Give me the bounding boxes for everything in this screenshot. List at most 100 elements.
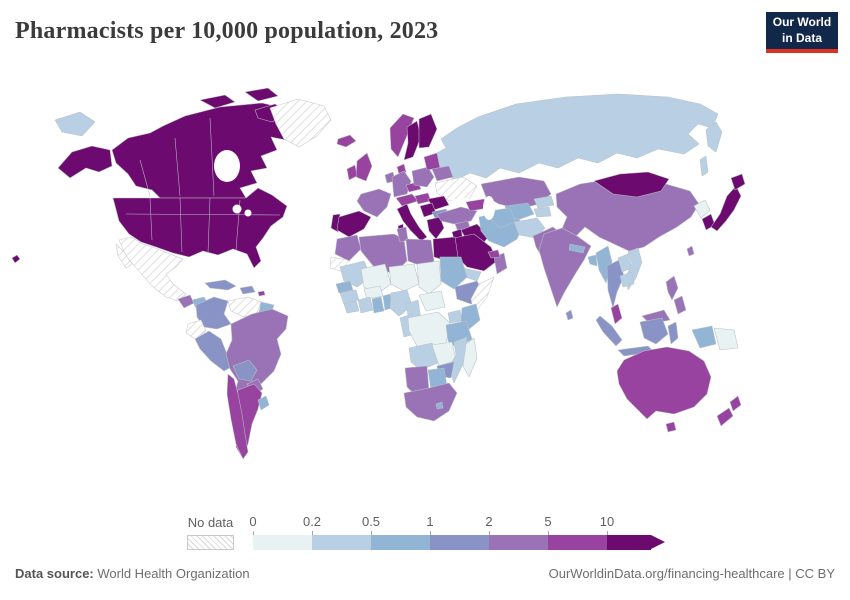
- legend-swatch-0-0.2[interactable]: [253, 535, 312, 550]
- footer: Data source: World Health Organization O…: [15, 566, 835, 586]
- country-uganda[interactable]: [447, 309, 463, 324]
- country-russia[interactable]: [427, 93, 719, 181]
- country-taiwan[interactable]: [686, 245, 695, 257]
- country-malaysia-peninsula[interactable]: [610, 303, 623, 325]
- country-germany[interactable]: [391, 170, 412, 198]
- country-usa-alaska[interactable]: [57, 145, 113, 179]
- country-italy[interactable]: [396, 203, 428, 242]
- country-finland[interactable]: [418, 113, 438, 149]
- legend-swatch-10+[interactable]: [607, 535, 651, 550]
- country-australia-tasmania[interactable]: [665, 421, 677, 433]
- legend-tick-mark: [607, 531, 608, 535]
- country-mongolia[interactable]: [593, 171, 670, 198]
- country-madagascar[interactable]: [462, 337, 478, 378]
- country-canada-island[interactable]: [199, 94, 236, 109]
- data-source: Data source: World Health Organization: [15, 566, 250, 581]
- country-indonesia-papua[interactable]: [691, 325, 717, 349]
- country-india[interactable]: [538, 227, 592, 308]
- country-indonesia-sulawesi[interactable]: [667, 321, 679, 345]
- country-sweden[interactable]: [403, 120, 422, 161]
- country-usa-hawaii[interactable]: [11, 254, 21, 264]
- country-iceland[interactable]: [336, 134, 357, 148]
- legend-swatch-0.2-0.5[interactable]: [312, 535, 371, 550]
- country-france[interactable]: [356, 188, 392, 218]
- country-poland[interactable]: [411, 166, 435, 188]
- country-usa[interactable]: [112, 187, 288, 269]
- country-oman[interactable]: [493, 252, 508, 275]
- country-somalia[interactable]: [470, 276, 495, 315]
- country-brazil[interactable]: [225, 308, 289, 407]
- legend-swatch-1-2[interactable]: [430, 535, 489, 550]
- country-philippines-south[interactable]: [673, 295, 687, 315]
- country-papua-new-guinea[interactable]: [713, 327, 739, 351]
- country-australia[interactable]: [616, 346, 712, 420]
- country-philippines[interactable]: [665, 275, 679, 301]
- country-norway[interactable]: [389, 113, 415, 158]
- legend-tick-label: 0: [249, 514, 257, 529]
- country-south-africa[interactable]: [403, 382, 458, 422]
- country-sierra-leone-liberia[interactable]: [343, 300, 360, 314]
- country-nepal[interactable]: [568, 243, 586, 254]
- country-mozambique[interactable]: [448, 336, 468, 384]
- country-puerto-rico[interactable]: [257, 290, 266, 297]
- country-greece[interactable]: [426, 216, 445, 240]
- legend-swatch-2-5[interactable]: [489, 535, 548, 550]
- caspian-sea: [483, 196, 495, 220]
- country-cambodia[interactable]: [619, 271, 635, 288]
- legend-swatch-5-10[interactable]: [548, 535, 607, 550]
- country-central-african-republic[interactable]: [418, 290, 446, 312]
- country-spain[interactable]: [336, 210, 372, 238]
- country-uruguay[interactable]: [257, 395, 270, 411]
- country-ireland[interactable]: [346, 164, 358, 181]
- country-russia-sakhalin[interactable]: [699, 155, 709, 177]
- country-cuba[interactable]: [204, 279, 237, 291]
- country-ecuador[interactable]: [185, 319, 207, 340]
- country-belarus[interactable]: [431, 165, 454, 182]
- country-canada[interactable]: [111, 102, 296, 199]
- country-indonesia-sumatra[interactable]: [595, 315, 623, 347]
- country-turkey[interactable]: [436, 206, 478, 225]
- country-uk[interactable]: [355, 152, 373, 182]
- country-new-zealand-south[interactable]: [716, 407, 734, 427]
- country-tajikistan[interactable]: [533, 206, 552, 218]
- country-uae-qatar[interactable]: [487, 249, 501, 259]
- country-sri-lanka[interactable]: [565, 309, 574, 321]
- country-bangladesh[interactable]: [587, 254, 598, 267]
- country-angola[interactable]: [408, 342, 439, 371]
- country-chad[interactable]: [416, 260, 442, 295]
- legend-swatch-0.5-1[interactable]: [371, 535, 430, 550]
- country-baltics[interactable]: [423, 152, 441, 171]
- credit-link[interactable]: OurWorldinData.org/financing-healthcare …: [548, 566, 835, 581]
- country-bolivia[interactable]: [232, 359, 258, 382]
- country-ukraine[interactable]: [434, 176, 478, 202]
- country-ivory-coast[interactable]: [357, 296, 374, 314]
- country-mexico[interactable]: [118, 236, 187, 302]
- country-japan-hokkaido[interactable]: [730, 173, 746, 191]
- country-new-zealand-north[interactable]: [729, 395, 742, 412]
- country-greenland[interactable]: [269, 98, 332, 148]
- country-russia-kamchatka[interactable]: [705, 121, 723, 153]
- no-data-swatch[interactable]: [187, 535, 234, 550]
- great-lakes: [244, 209, 252, 217]
- country-chile[interactable]: [226, 373, 249, 460]
- country-ghana[interactable]: [371, 296, 385, 314]
- country-japan[interactable]: [710, 185, 742, 232]
- country-indonesia-kalimantan[interactable]: [639, 317, 669, 345]
- country-niger[interactable]: [388, 263, 420, 292]
- country-nigeria[interactable]: [389, 289, 413, 317]
- owid-logo[interactable]: Our World in Data: [766, 12, 838, 53]
- country-kyrgyzstan[interactable]: [533, 195, 555, 209]
- country-north-korea[interactable]: [693, 199, 711, 219]
- country-canada-island[interactable]: [244, 87, 279, 102]
- country-mali[interactable]: [360, 263, 392, 295]
- legend-tick-mark: [312, 531, 313, 535]
- country-mexico-baja[interactable]: [115, 243, 133, 269]
- country-sudan[interactable]: [439, 256, 468, 290]
- country-hispaniola[interactable]: [239, 285, 256, 295]
- country-lesotho[interactable]: [435, 401, 444, 410]
- country-senegal[interactable]: [335, 280, 354, 294]
- country-hungary[interactable]: [414, 192, 432, 205]
- country-morocco[interactable]: [334, 234, 362, 262]
- country-russia-chukotka[interactable]: [54, 111, 96, 137]
